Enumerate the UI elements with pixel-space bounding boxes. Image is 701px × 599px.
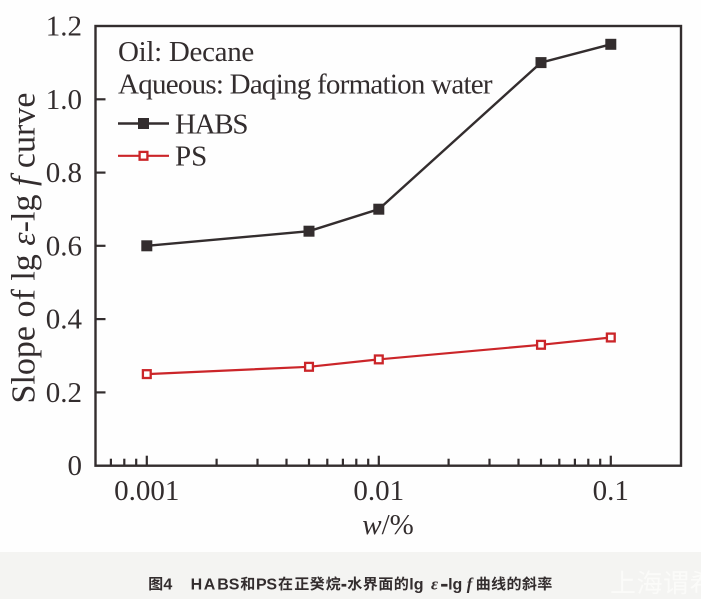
svg-text:B: B: [217, 577, 229, 594]
svg-text:1.0: 1.0: [46, 84, 82, 116]
svg-text:ε: ε: [431, 575, 438, 594]
svg-text:0.8: 0.8: [46, 157, 82, 189]
svg-text:Aqueous: Daqing formation wate: Aqueous: Daqing formation water: [118, 69, 493, 101]
svg-text:S: S: [229, 577, 240, 594]
svg-text:A: A: [204, 577, 216, 594]
svg-text:HABS: HABS: [175, 109, 247, 141]
svg-text:w/%: w/%: [362, 509, 414, 541]
svg-text:S: S: [266, 577, 277, 594]
svg-text:0.1: 0.1: [593, 475, 629, 507]
svg-text:f: f: [467, 575, 474, 594]
svg-text:0.001: 0.001: [114, 475, 179, 507]
svg-text:1.2: 1.2: [46, 11, 82, 43]
svg-text:Oil: Decane: Oil: Decane: [118, 36, 254, 68]
svg-text:0.2: 0.2: [46, 377, 82, 409]
svg-text:lg: lg: [448, 577, 462, 594]
svg-text:lg: lg: [409, 577, 423, 594]
svg-text:P: P: [256, 577, 267, 594]
svg-text:0.6: 0.6: [46, 230, 82, 262]
svg-text:0.01: 0.01: [353, 475, 404, 507]
svg-text:PS: PS: [175, 141, 207, 173]
svg-text:4: 4: [163, 577, 172, 594]
svg-text:H: H: [191, 577, 203, 594]
svg-text:0: 0: [68, 450, 83, 482]
svg-text:0.4: 0.4: [46, 304, 83, 336]
svg-text:Slope of lg ε-lg f curve: Slope of lg ε-lg f curve: [6, 93, 43, 404]
